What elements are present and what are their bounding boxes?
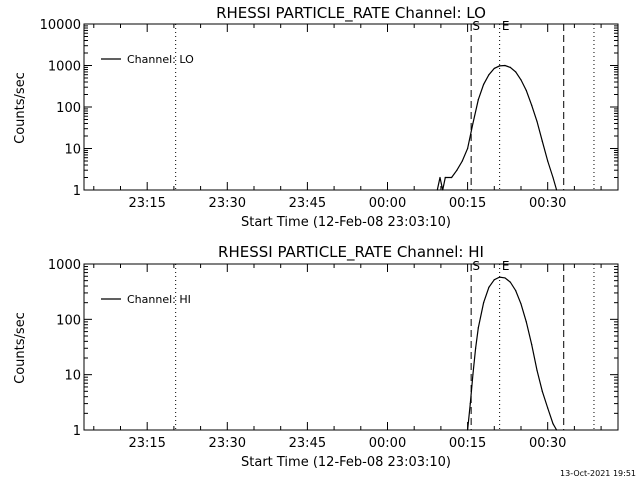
data-point: [499, 65, 501, 67]
marker-label-s: S: [472, 19, 480, 33]
data-point: [552, 423, 554, 425]
marker-label-e: E: [502, 19, 510, 33]
panel-lo: RHESSI PARTICLE_RATE Channel: LO Start T…: [13, 4, 619, 230]
data-point: [531, 104, 533, 106]
y-tick-label: 1: [73, 424, 81, 439]
marker-label-e: E: [502, 259, 510, 273]
data-point: [456, 169, 458, 171]
data-point: [493, 67, 495, 70]
data-point: [515, 290, 517, 292]
data-point: [531, 343, 533, 346]
data-point: [442, 189, 444, 191]
x-tick-label: 23:45: [289, 196, 326, 211]
data-point: [436, 189, 438, 191]
x-tick-label: 00:00: [369, 436, 406, 451]
panel-lo-xlabel: Start Time (12-Feb-08 23:03:10): [241, 215, 451, 230]
data-point: [493, 279, 495, 281]
data-point: [504, 64, 506, 67]
data-point: [483, 302, 485, 304]
data-point: [536, 120, 538, 122]
data-point: [520, 303, 522, 305]
y-tick-label: 1000: [48, 60, 81, 75]
data-point: [461, 160, 463, 162]
panel-hi-xlabel: Start Time (12-Feb-08 23:03:10): [241, 455, 451, 470]
panel-hi-plot: 23:15 23:30 23:45 00:00 00:15 00:30 1 10 100 1000…: [48, 258, 619, 451]
data-point: [439, 176, 441, 179]
data-point: [469, 402, 471, 405]
series-line: [436, 64, 558, 191]
x-tick-label: 23:30: [209, 196, 246, 211]
plot-frame: [83, 23, 619, 191]
y-tick-label: 100: [56, 101, 81, 116]
panel-lo-plot: 23:15 23:30 23:45 00:00 00:15 00:30 1 10 100 1000…: [40, 18, 619, 211]
x-tick-label: 23:45: [289, 436, 326, 451]
data-point: [466, 429, 469, 431]
data-point: [547, 160, 549, 162]
data-point: [525, 321, 527, 323]
x-tick-label: 23:15: [128, 196, 165, 211]
data-point: [504, 277, 506, 279]
data-point: [536, 369, 538, 371]
data-point: [499, 276, 501, 278]
panel-lo-ylabel: Counts/sec: [13, 72, 28, 144]
footer-timestamp: 13-Oct-2021 19:51: [560, 469, 636, 478]
x-tick-label: 00:30: [529, 436, 566, 451]
data-point: [477, 99, 479, 101]
data-point: [541, 390, 543, 392]
panel-hi-ylabel: Counts/sec: [13, 312, 28, 384]
x-tick-label: 00:30: [529, 196, 566, 211]
data-point: [555, 429, 558, 431]
data-point: [475, 347, 477, 349]
data-point: [450, 176, 453, 179]
data-point: [525, 89, 527, 92]
data-point: [552, 176, 554, 179]
data-point: [555, 189, 558, 191]
data-point: [488, 74, 490, 76]
data-point: [483, 83, 485, 86]
data-point: [541, 140, 543, 142]
panel-lo-title: RHESSI PARTICLE_RATE Channel: LO: [216, 4, 486, 23]
legend-label: Channel: HI: [127, 293, 191, 306]
y-tick-label: 100: [56, 313, 81, 328]
series-line: [467, 276, 558, 431]
panel-hi-title: RHESSI PARTICLE_RATE Channel: HI: [218, 243, 484, 262]
data-point: [466, 147, 469, 150]
data-point: [509, 281, 511, 283]
plot-frame: [83, 263, 619, 431]
data-point: [547, 407, 549, 409]
x-tick-label: 23:30: [209, 436, 246, 451]
data-point: [515, 71, 517, 73]
data-point: [488, 286, 490, 288]
y-tick-label: 1000: [48, 258, 81, 273]
marker-label-s: S: [472, 259, 480, 273]
x-tick-label: 00:15: [449, 196, 486, 211]
y-tick-label: 1: [73, 184, 81, 199]
y-tick-label: 10: [64, 143, 81, 158]
x-tick-label: 00:00: [369, 196, 406, 211]
data-point: [520, 79, 522, 81]
panel-hi: RHESSI PARTICLE_RATE Channel: HI Start T…: [13, 243, 619, 470]
y-tick-label: 10: [64, 369, 81, 384]
legend-label: Channel: LO: [127, 53, 194, 66]
data-point: [472, 122, 474, 125]
data-point: [444, 176, 446, 179]
x-tick-label: 00:15: [449, 436, 486, 451]
y-tick-label: 10000: [40, 18, 81, 33]
data-point: [509, 66, 511, 68]
x-tick-label: 23:15: [128, 436, 165, 451]
data-point: [472, 374, 474, 376]
data-point: [477, 327, 479, 329]
